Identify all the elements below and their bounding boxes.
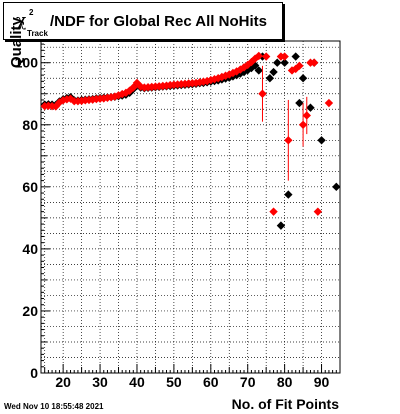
y-tick-label: 60 bbox=[22, 179, 38, 195]
data-point bbox=[239, 67, 249, 77]
x-tick-label: 30 bbox=[92, 374, 108, 390]
data-point bbox=[77, 96, 86, 106]
y-tick-label: 100 bbox=[15, 55, 39, 71]
data-point bbox=[254, 51, 263, 61]
data-point bbox=[332, 182, 341, 192]
data-point bbox=[55, 98, 64, 107]
data-point bbox=[309, 58, 319, 67]
data-point bbox=[232, 67, 241, 76]
y-tick-label: 80 bbox=[22, 117, 38, 133]
data-point bbox=[291, 52, 300, 61]
data-point bbox=[51, 102, 60, 111]
data-point bbox=[118, 89, 127, 99]
data-point bbox=[66, 94, 75, 103]
x-tick-label: 80 bbox=[277, 374, 293, 390]
data-point bbox=[269, 207, 278, 216]
data-point bbox=[317, 136, 326, 145]
y-tick-label: 20 bbox=[22, 303, 38, 319]
y-tick-label: 0 bbox=[30, 365, 38, 381]
title-subscript: Track bbox=[27, 29, 48, 38]
timestamp: Wed Nov 10 18:55:48 2021 bbox=[4, 402, 104, 411]
data-point bbox=[302, 111, 311, 120]
data-point bbox=[239, 63, 249, 72]
data-point bbox=[276, 221, 286, 230]
data-point bbox=[269, 67, 278, 77]
data-point bbox=[213, 74, 223, 83]
x-tick-label: 50 bbox=[166, 374, 182, 390]
data-point bbox=[295, 98, 304, 108]
data-point bbox=[210, 74, 219, 84]
data-point bbox=[298, 74, 308, 83]
data-point bbox=[221, 71, 230, 80]
x-axis-label: No. of Fit Points bbox=[231, 396, 339, 412]
x-tick-label: 70 bbox=[240, 374, 256, 390]
data-point bbox=[280, 52, 289, 61]
axes: 20 30 40 50 60 70 80 90 0 20 40 60 80 100 bbox=[15, 40, 341, 390]
data-point bbox=[247, 63, 256, 73]
x-tick-label: 40 bbox=[129, 374, 145, 390]
data-point bbox=[261, 52, 271, 61]
x-tick-label: 20 bbox=[55, 374, 71, 390]
data-point bbox=[106, 92, 116, 102]
data-point bbox=[284, 190, 293, 199]
data-point bbox=[254, 66, 263, 75]
data-point bbox=[284, 136, 293, 145]
data-point bbox=[273, 58, 282, 67]
data-point bbox=[132, 78, 142, 88]
data-point bbox=[125, 86, 134, 95]
plot-frame bbox=[40, 40, 341, 374]
data-point bbox=[295, 61, 304, 71]
title-box: χ 2 Track /NDF for Global Rec All NoHits bbox=[3, 2, 283, 40]
data-point bbox=[298, 120, 308, 129]
data-point bbox=[306, 103, 315, 112]
data-point bbox=[247, 57, 256, 67]
data-point bbox=[103, 93, 112, 102]
data-point bbox=[195, 78, 204, 87]
data-point bbox=[258, 89, 267, 98]
y-tick-label: 40 bbox=[22, 241, 38, 257]
y-axis-label: Quality bbox=[8, 17, 25, 68]
data-point bbox=[202, 76, 212, 86]
x-tick-label: 60 bbox=[203, 374, 219, 390]
data-point bbox=[114, 91, 123, 100]
data-point bbox=[280, 58, 289, 67]
title-chi-symbol: χ bbox=[16, 11, 27, 31]
title-superscript: 2 bbox=[29, 8, 34, 17]
chart-title: /NDF for Global Rec All NoHits bbox=[50, 13, 267, 30]
data-point bbox=[313, 207, 323, 216]
x-tick-label: 90 bbox=[314, 374, 330, 390]
data-point bbox=[324, 98, 334, 108]
data-point bbox=[265, 74, 275, 83]
data-point bbox=[99, 94, 108, 103]
data-points bbox=[40, 51, 341, 230]
grid bbox=[41, 41, 341, 374]
